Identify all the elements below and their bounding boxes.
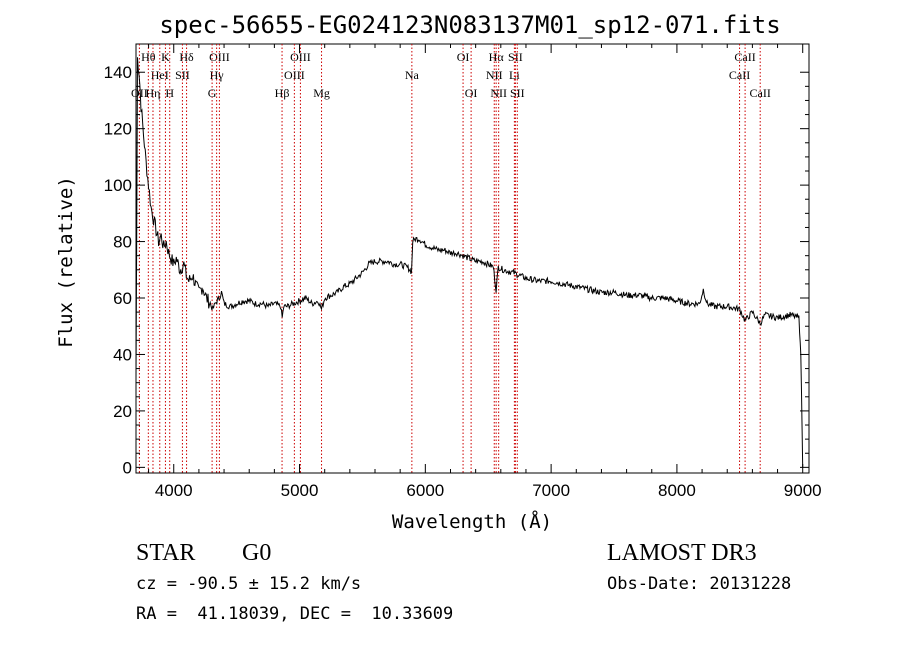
x-axis: 4000 5000 6000 7000 8000 9000 bbox=[148, 44, 822, 500]
spectral-line-label: HeI bbox=[151, 68, 169, 82]
plot-frame bbox=[135, 43, 810, 474]
spectral-line-label: G bbox=[208, 86, 217, 100]
spectral-line-label: H bbox=[165, 86, 174, 100]
star-type: STAR bbox=[136, 540, 196, 566]
spectral-line-label: Na bbox=[405, 68, 420, 82]
spectral-line-label: CaII bbox=[750, 86, 771, 100]
spectral-line-label: SII bbox=[508, 50, 523, 64]
spectral-line-label: CaII bbox=[729, 68, 750, 82]
x-tick-label: 8000 bbox=[658, 481, 696, 500]
y-tick-label: 120 bbox=[104, 120, 132, 139]
spectral-line-label: OI bbox=[465, 86, 478, 100]
x-axis-label: Wavelength (Å) bbox=[392, 510, 552, 533]
spectral-line-label: CaII bbox=[734, 50, 755, 64]
y-tick-label: 20 bbox=[113, 402, 132, 421]
y-tick-label: 60 bbox=[113, 289, 132, 308]
spectral-line-label: SII bbox=[510, 86, 525, 100]
coordinates: RA = 41.18039, DEC = 10.33609 bbox=[136, 604, 454, 624]
redshift-text: cz = -90.5 ± 15.2 km/s bbox=[136, 574, 362, 594]
y-tick-label: 80 bbox=[113, 233, 132, 252]
spectral-line-label: SII bbox=[175, 68, 190, 82]
y-tick-label: 140 bbox=[104, 63, 132, 82]
spectral-line-label: K bbox=[161, 50, 170, 64]
spectral-line-label: Hη bbox=[146, 86, 161, 100]
spectral-line-label: Hγ bbox=[210, 68, 225, 82]
y-tick-label: 0 bbox=[123, 458, 132, 477]
spectral-line-label: Hθ bbox=[141, 50, 156, 64]
spectrum-line bbox=[135, 57, 804, 468]
x-tick-label: 5000 bbox=[281, 481, 319, 500]
x-tick-label: 4000 bbox=[155, 481, 193, 500]
x-tick-label: 7000 bbox=[532, 481, 570, 500]
spectral-line-label: Mg bbox=[313, 86, 330, 100]
spectral-line-label: Hα bbox=[489, 50, 505, 64]
spectrum-series bbox=[135, 57, 804, 468]
spectral-line-label: OIII bbox=[284, 68, 305, 82]
spectral-line-label: Hδ bbox=[179, 50, 194, 64]
x-tick-label: 6000 bbox=[406, 481, 444, 500]
spectral-line-label: NII bbox=[486, 68, 503, 82]
spectral-line-label: Li bbox=[509, 68, 520, 82]
spectral-line-label: OII bbox=[131, 86, 148, 100]
y-tick-label: 40 bbox=[113, 345, 132, 364]
spectral-line-label: Hβ bbox=[275, 86, 290, 100]
y-tick-label: 100 bbox=[104, 176, 132, 195]
obs-date: Obs-Date: 20131228 bbox=[607, 574, 792, 594]
y-axis: 0 20 40 60 80 100 120 140 bbox=[104, 63, 809, 477]
y-axis-label: Flux (relative) bbox=[55, 176, 77, 348]
spectral-line-label: NII bbox=[490, 86, 507, 100]
chart-title: spec-56655-EG024123N083137M01_sp12-071.f… bbox=[159, 11, 780, 39]
spectral-line-label: OIII bbox=[209, 50, 230, 64]
spectral-line-label: OI bbox=[457, 50, 470, 64]
spectral-line-label: OIII bbox=[290, 50, 311, 64]
survey-label: LAMOST DR3 bbox=[607, 540, 757, 566]
subclass: G0 bbox=[242, 540, 272, 566]
x-tick-label: 9000 bbox=[784, 481, 822, 500]
